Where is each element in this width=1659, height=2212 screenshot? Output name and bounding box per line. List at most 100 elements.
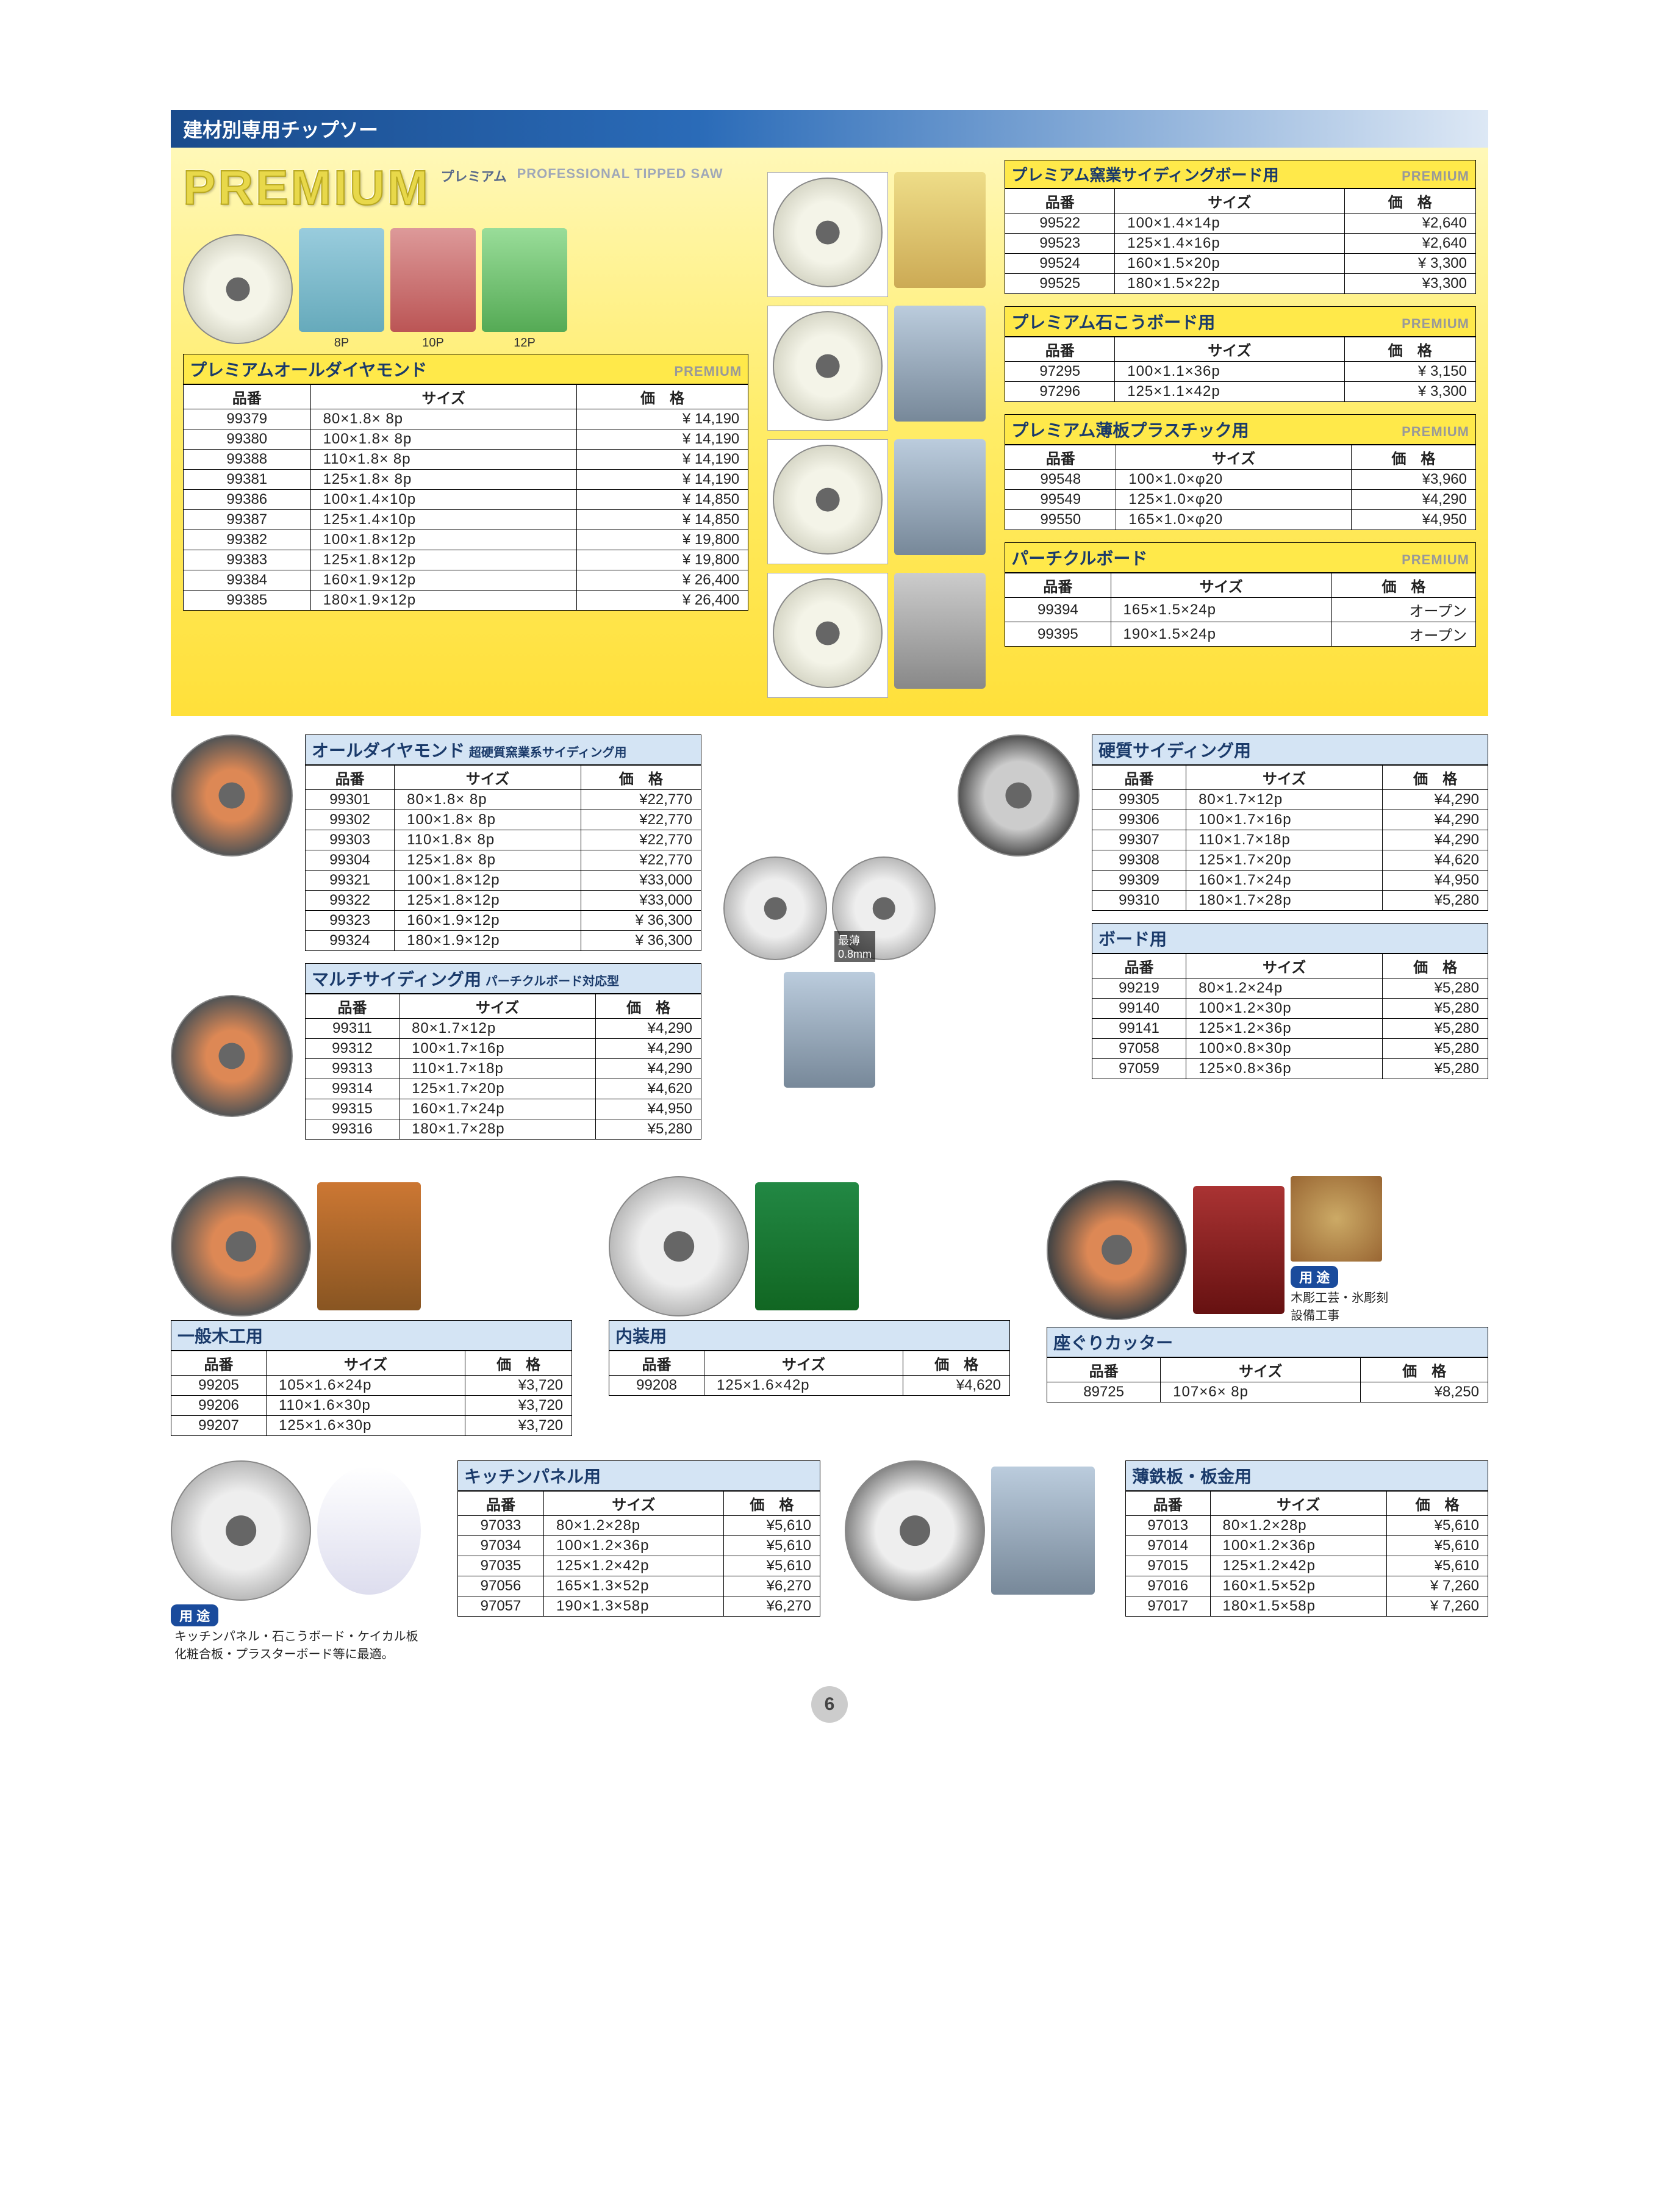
col-price: 価 格 [465,1351,572,1376]
saw-image [609,1176,749,1316]
cell-size: 125×0.8×36p [1186,1059,1383,1079]
col-size: サイズ [544,1492,724,1516]
section-title: 薄鉄板・板金用 [1132,1463,1252,1488]
cell-price: ¥6,270 [723,1596,820,1617]
section-title: ボード用 [1098,926,1167,950]
table-row: 97035125×1.2×42p¥5,610 [458,1556,820,1576]
table-zaguri: 品番サイズ価 格89725107×6× 8p¥8,250 [1047,1357,1488,1402]
section-sub: 超硬質窯業系サイディング用 [469,746,627,759]
cell-code: 99140 [1092,999,1186,1019]
table-row: 99385180×1.9×12p¥ 26,400 [184,591,748,611]
cell-code: 99549 [1005,490,1116,510]
col-price: 価 格 [1351,445,1475,470]
table-row: 9937980×1.8× 8p¥ 14,190 [184,409,748,429]
cell-size: 100×1.2×36p [1210,1536,1387,1556]
cell-code: 99305 [1092,790,1186,810]
cell-code: 99304 [306,850,395,871]
cell-code: 99310 [1092,891,1186,911]
premium-sub1: プレミアム [440,166,506,185]
cell-size: 125×1.2×36p [1186,1019,1383,1039]
table-row: 99315160×1.7×24p¥4,950 [306,1099,701,1119]
cell-size: 100×1.8×12p [395,871,581,891]
section-header-multi-siding: マルチサイディング用 パーチクルボード対応型 [305,963,701,994]
col-price: 価 格 [1331,573,1475,598]
table-particle: 品番サイズ価 格99394165×1.5×24pオープン99395190×1.5… [1005,573,1476,647]
cell-code: 99385 [184,591,311,611]
table-row: 99205105×1.6×24p¥3,720 [171,1376,572,1396]
cell-price: ¥4,290 [1383,790,1488,810]
cell-price: ¥ 14,850 [576,490,748,510]
col-code: 品番 [184,385,311,409]
table-row: 97014100×1.2×36p¥5,610 [1126,1536,1488,1556]
saw-image [958,734,1080,856]
premium-tag: PREMIUM [674,364,742,379]
table-row: 99306100×1.7×16p¥4,290 [1092,810,1488,830]
cell-code: 99307 [1092,830,1186,850]
table-row: 97016160×1.5×52p¥ 7,260 [1126,1576,1488,1596]
table-row: 9921980×1.2×24p¥5,280 [1092,979,1488,999]
cell-size: 125×1.8× 8p [310,470,576,490]
cell-size: 107×6× 8p [1161,1382,1361,1402]
saw-image [773,311,883,421]
cell-size: 125×1.7×20p [400,1079,596,1099]
cell-size: 100×1.4×10p [310,490,576,510]
section-sub: パーチクルボード対応型 [486,975,619,988]
saw-image [171,995,293,1117]
cell-price: ¥ 36,300 [581,911,701,931]
col-code: 品番 [1005,573,1111,598]
table-row: 9930180×1.8× 8p¥22,770 [306,790,701,810]
cell-price: ¥4,620 [1383,850,1488,871]
cell-size: 100×1.2×30p [1186,999,1383,1019]
table-row: 99549125×1.0×φ20¥4,290 [1005,490,1476,510]
table-row: 99316180×1.7×28p¥5,280 [306,1119,701,1140]
usage-text: 木彫工芸・氷彫刻 設備工事 [1291,1288,1488,1323]
page-number: 6 [811,1686,848,1723]
col-size: サイズ [704,1351,903,1376]
table-hard-siding: 品番サイズ価 格9930580×1.7×12p¥4,29099306100×1.… [1092,765,1488,911]
table-multi-siding: 品番サイズ価 格9931180×1.7×12p¥4,29099312100×1.… [305,994,701,1140]
cell-code: 99387 [184,510,311,530]
cell-size: 110×1.8× 8p [310,450,576,470]
cell-size: 100×1.8× 8p [310,429,576,450]
cell-size: 165×1.0×φ20 [1116,510,1351,530]
cell-code: 97013 [1126,1516,1211,1536]
table-row: 99323160×1.9×12p¥ 36,300 [306,911,701,931]
table-row: 99208125×1.6×42p¥4,620 [609,1376,1010,1396]
cell-code: 99381 [184,470,311,490]
cell-price: ¥6,270 [723,1576,820,1596]
cell-code: 99315 [306,1099,400,1119]
cell-size: 100×1.7×16p [400,1039,596,1059]
cell-code: 99523 [1005,234,1115,254]
cell-size: 180×1.5×58p [1210,1596,1387,1617]
cell-price: ¥4,620 [596,1079,701,1099]
table-row: 99522100×1.4×14p¥2,640 [1005,214,1476,234]
cell-code: 99308 [1092,850,1186,871]
cell-size: 160×1.5×20p [1115,254,1344,274]
section-title: 座ぐりカッター [1053,1330,1173,1354]
table-row: 99388110×1.8× 8p¥ 14,190 [184,450,748,470]
cell-code: 99207 [171,1416,267,1436]
cell-price: ¥5,610 [723,1536,820,1556]
col-code: 品番 [306,766,395,790]
table-row: 97058100×0.8×30p¥5,280 [1092,1039,1488,1059]
cell-code: 97059 [1092,1059,1186,1079]
cell-price: ¥ 3,300 [1344,382,1476,402]
table-thin-plastic: 品番サイズ価 格99548100×1.0×φ20¥3,96099549125×1… [1005,445,1476,530]
cell-price: ¥5,280 [1383,979,1488,999]
cell-price: ¥22,770 [581,850,701,871]
saw-image [773,578,883,688]
cell-price: ¥ 36,300 [581,931,701,951]
cell-price: ¥3,720 [465,1416,572,1436]
pkg-image [894,306,986,422]
cell-size: 100×1.8× 8p [395,810,581,830]
table-row: 99548100×1.0×φ20¥3,960 [1005,470,1476,490]
table-row: 99141125×1.2×36p¥5,280 [1092,1019,1488,1039]
table-row: 99394165×1.5×24pオープン [1005,598,1476,622]
table-row: 9701380×1.2×28p¥5,610 [1126,1516,1488,1536]
saw-image [171,734,293,856]
cell-price: ¥ 14,850 [576,510,748,530]
cell-size: 80×1.7×12p [400,1019,596,1039]
pkg-image [991,1467,1095,1595]
section-header-gypsum: プレミアム石こうボード用 PREMIUM [1005,306,1476,337]
cell-code: 99548 [1005,470,1116,490]
